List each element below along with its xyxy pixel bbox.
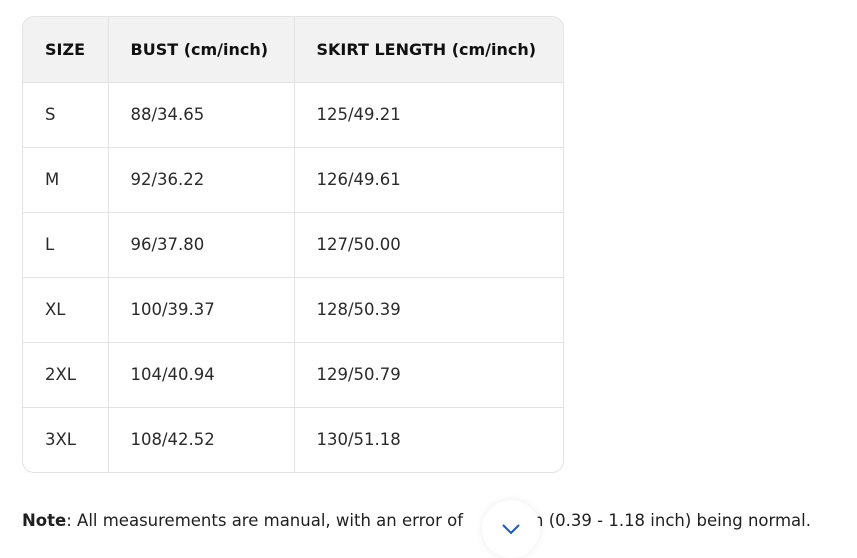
cell-bust: 88/34.65 [108, 82, 295, 148]
table-row: 3XL 108/42.52 130/51.18 [23, 407, 563, 472]
cell-bust: 108/42.52 [108, 407, 295, 472]
note-label: Note [22, 511, 67, 530]
cell-skirt-length: 126/49.61 [294, 147, 563, 213]
cell-skirt-length: 130/51.18 [316, 430, 401, 450]
header-size: SIZE [23, 17, 109, 83]
header-bust: BUST (cm/inch) [108, 17, 295, 83]
table-row: 2XL 104/40.94 129/50.79 [23, 342, 563, 408]
cell-skirt-length: 129/50.79 [294, 342, 563, 408]
table-row: M 92/36.22 126/49.61 [23, 147, 563, 213]
table-row: S 88/34.65 125/49.21 [23, 82, 563, 148]
cell-bust: 92/36.22 [108, 147, 295, 213]
table-row: L 96/37.80 127/50.00 [23, 212, 563, 278]
scroll-down-button[interactable] [482, 500, 540, 558]
cell-bust: 104/40.94 [108, 342, 295, 408]
cell-size: M [23, 147, 109, 213]
cell-size: 2XL [23, 342, 109, 408]
cell-bust: 100/39.37 [108, 277, 295, 343]
size-chart-table: SIZE BUST (cm/inch) SKIRT LENGTH (cm/inc… [22, 16, 564, 473]
cell-skirt-length: 127/50.00 [294, 212, 563, 278]
cell-skirt-length: 128/50.39 [294, 277, 563, 343]
table-row: XL 100/39.37 128/50.39 [23, 277, 563, 343]
header-skirt-length: SKIRT LENGTH (cm/inch) [294, 17, 563, 83]
cell-size: 3XL [23, 407, 109, 472]
cell-size: XL [23, 277, 109, 343]
table-header-row: SIZE BUST (cm/inch) SKIRT LENGTH (cm/inc… [23, 17, 563, 83]
measurement-note: Note: All measurements are manual, with … [22, 511, 811, 530]
note-text-after: cm (0.39 - 1.18 inch) being normal. [518, 511, 812, 530]
cell-size: S [23, 82, 109, 148]
cell-skirt-length: 125/49.21 [294, 82, 563, 148]
note-text-before: : All measurements are manual, with an e… [66, 511, 469, 530]
chevron-down-icon [502, 524, 520, 535]
cell-bust: 96/37.80 [108, 212, 295, 278]
cell-size: L [23, 212, 109, 278]
